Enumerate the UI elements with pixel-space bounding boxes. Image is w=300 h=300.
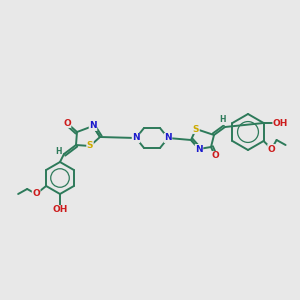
Text: OH: OH <box>52 206 68 214</box>
Text: O: O <box>211 152 219 160</box>
Text: N: N <box>132 134 140 142</box>
Text: S: S <box>193 124 199 134</box>
Text: H: H <box>55 146 61 155</box>
Text: O: O <box>63 118 71 127</box>
Text: S: S <box>87 142 93 151</box>
Text: OH: OH <box>273 118 288 127</box>
Text: O: O <box>268 145 275 154</box>
Text: N: N <box>164 134 172 142</box>
Text: N: N <box>195 145 203 154</box>
Text: O: O <box>32 190 40 199</box>
Text: H: H <box>220 116 226 124</box>
Text: N: N <box>89 122 97 130</box>
